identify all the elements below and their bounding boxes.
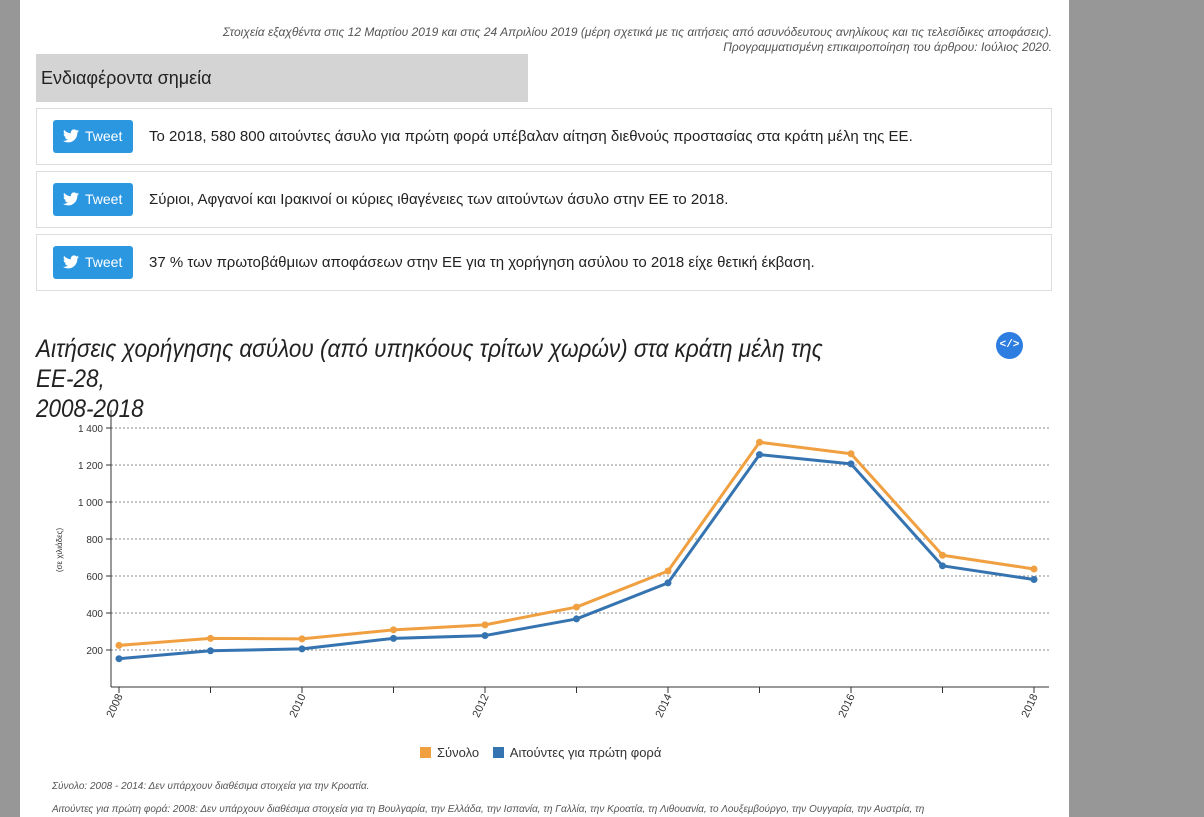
data-point-total	[207, 634, 214, 642]
y-tick-label: 800	[86, 535, 103, 546]
x-tick-label: 2008	[104, 692, 125, 719]
legend-swatch-total	[420, 747, 431, 758]
x-tick-label: 2012	[470, 692, 491, 719]
y-tick-label: 1 000	[78, 498, 103, 509]
twitter-bird-icon	[63, 255, 79, 269]
key-point: Tweet Σύριοι, Αφγανοί και Ιρακινοί οι κύ…	[36, 171, 1052, 228]
data-point-total	[756, 438, 763, 446]
chart-title: Αιτήσεις χορήγησης ασύλου (από υπηκόους …	[36, 334, 846, 424]
data-point-total	[481, 621, 489, 629]
legend-label-first-time: Αιτούντες για πρώτη φορά	[509, 745, 662, 760]
legend-item-first-time[interactable]: Αιτούντες για πρώτη φορά	[492, 745, 662, 760]
data-point-first-time	[756, 451, 763, 459]
data-point-total	[847, 450, 855, 458]
legend-swatch-first-time	[492, 747, 504, 758]
y-tick-label: 200	[86, 646, 103, 657]
data-point-total	[573, 603, 580, 611]
update-note-line-2: Προγραμματισμένη επικαιροποίηση του άρθρ…	[723, 40, 1052, 54]
data-point-first-time	[939, 562, 946, 570]
update-note-line-1: Στοιχεία εξαχθέντα στις 12 Μαρτίου 2019 …	[222, 25, 1052, 39]
key-point-text: Σύριοι, Αφγανοί και Ιρακινοί οι κύριες ι…	[149, 191, 729, 208]
chart-legend: Σύνολο Αιτούντες για πρώτη φορά	[420, 745, 671, 760]
series-line-total	[118, 440, 1035, 647]
tweet-button[interactable]: Tweet	[53, 120, 133, 153]
legend-item-total[interactable]: Σύνολο	[420, 745, 479, 760]
data-point-first-time	[207, 647, 214, 655]
series-line-first-time	[118, 453, 1035, 661]
update-note: Στοιχεία εξαχθέντα στις 12 Μαρτίου 2019 …	[72, 25, 1052, 55]
twitter-bird-icon	[63, 129, 79, 143]
y-axis-label: (σε χιλιάδες)	[55, 528, 64, 573]
data-point-first-time	[390, 634, 397, 642]
twitter-bird-icon	[63, 192, 79, 206]
x-tick-label: 2014	[653, 692, 674, 719]
tweet-label: Tweet	[85, 191, 123, 207]
y-tick-label: 400	[86, 609, 103, 620]
data-point-first-time	[573, 615, 580, 623]
x-tick-label: 2010	[287, 692, 308, 719]
key-point-text: Το 2018, 580 800 αιτούντες άσυλο για πρώ…	[149, 128, 913, 145]
legend-label-total: Σύνολο	[437, 745, 480, 760]
line-chart: 200 400 600 800 1 000 1 200 1 400 (σε χιλιάδες)…	[55, 410, 1049, 719]
data-point-first-time	[1030, 576, 1038, 584]
key-point: Tweet 37 % των πρωτοβάθμιων αποφάσεων στ…	[36, 234, 1052, 291]
y-tick-label: 1 400	[78, 424, 103, 435]
data-point-first-time	[847, 460, 855, 468]
embed-code-button[interactable]: </>	[996, 332, 1023, 359]
x-tick-label: 2018	[1019, 692, 1040, 719]
data-point-total	[664, 567, 672, 575]
tweet-label: Tweet	[85, 254, 123, 270]
page: Στοιχεία εξαχθέντα στις 12 Μαρτίου 2019 …	[20, 0, 1069, 817]
section-header: Ενδιαφέροντα σημεία	[36, 54, 528, 102]
y-tick-label: 600	[86, 572, 103, 583]
data-point-first-time	[298, 645, 306, 653]
chart-title-line-1: Αιτήσεις χορήγησης ασύλου (από υπηκόους …	[36, 335, 823, 393]
data-point-total	[298, 635, 306, 643]
data-point-total	[115, 641, 123, 649]
tweet-button[interactable]: Tweet	[53, 183, 133, 216]
tweet-label: Tweet	[85, 128, 123, 144]
data-point-first-time	[481, 632, 489, 640]
data-point-total	[1030, 565, 1038, 573]
chart-title-line-2: 2008-2018	[36, 395, 144, 423]
data-point-first-time	[664, 579, 672, 587]
x-tick-label: 2016	[836, 692, 857, 719]
key-point-text: 37 % των πρωτοβάθμιων αποφάσεων στην ΕΕ …	[149, 254, 815, 271]
key-point: Tweet Το 2018, 580 800 αιτούντες άσυλο γ…	[36, 108, 1052, 165]
data-point-total	[390, 626, 397, 634]
data-point-total	[939, 551, 946, 559]
tweet-button[interactable]: Tweet	[53, 246, 133, 279]
footnote-first-time: Αιτούντες για πρώτη φορά: 2008: Δεν υπάρ…	[52, 804, 925, 815]
data-point-first-time	[115, 655, 123, 663]
y-tick-label: 1 200	[78, 461, 103, 472]
footnote-total: Σύνολο: 2008 - 2014: Δεν υπάρχουν διαθέσ…	[52, 781, 370, 792]
